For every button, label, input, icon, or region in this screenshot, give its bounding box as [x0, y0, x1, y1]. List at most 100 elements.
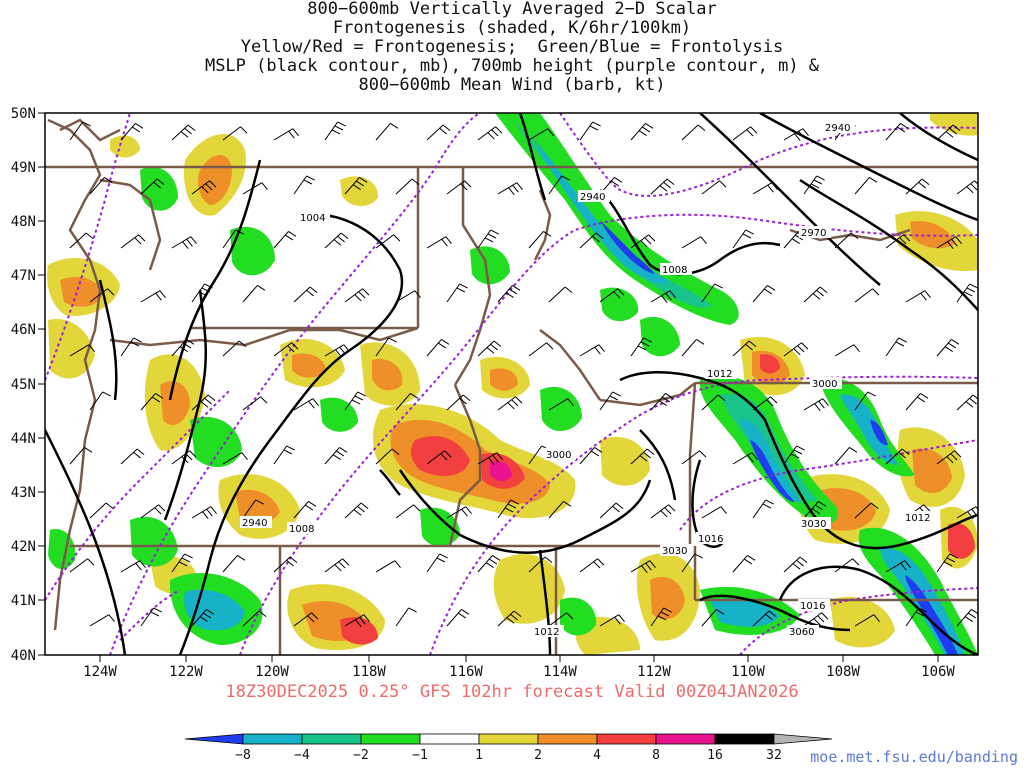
title-line-2: Frontogenesis (shaded, K/6hr/100km) — [332, 18, 692, 38]
lat-label: 41N — [11, 593, 36, 609]
wind-barb — [548, 175, 570, 195]
wind-barb — [293, 286, 318, 303]
wind-barb — [956, 608, 978, 627]
wind-barb — [783, 556, 808, 573]
height-label: 2970 — [799, 226, 831, 239]
lat-label: 48N — [11, 214, 36, 230]
wind-barb — [834, 446, 858, 465]
svg-text:1016: 1016 — [800, 601, 825, 612]
svg-text:3060: 3060 — [789, 627, 814, 638]
forecast-caption: 18Z30DEC2025 0.25° GFS 102hr forecast Va… — [225, 682, 799, 702]
wind-barb — [69, 232, 94, 249]
colorbar-cells — [184, 733, 833, 745]
wind-barb — [956, 180, 978, 195]
wind-barb — [69, 446, 93, 465]
wind-barb — [650, 504, 676, 519]
wind-barb — [171, 553, 193, 573]
svg-text:3030: 3030 — [662, 546, 687, 557]
colorbar-cell — [478, 733, 539, 745]
wind-barb — [752, 499, 774, 519]
wind-barb — [324, 558, 350, 573]
wind-barb — [956, 283, 978, 303]
mslp-label: 1012 — [903, 511, 935, 524]
height-label: 2940 — [823, 121, 855, 134]
longitude-axis: 124W 122W 120W 118W 116W 114W 112W 110W … — [83, 655, 955, 680]
wind-barb — [89, 391, 111, 411]
wind-barb — [273, 556, 298, 573]
wind-barb — [344, 288, 370, 303]
wind-barb — [344, 502, 369, 519]
wind-barb — [803, 175, 825, 195]
wind-barb — [497, 182, 523, 195]
wind-barb — [426, 553, 448, 573]
lon-label: 122W — [169, 664, 203, 680]
wind-barb — [783, 342, 809, 357]
svg-text:3000: 3000 — [812, 379, 837, 390]
wind-barb — [222, 554, 246, 573]
wind-barb — [497, 610, 522, 627]
wind-barb — [599, 502, 624, 519]
wind-barb — [885, 560, 911, 573]
wind-barb — [905, 178, 930, 195]
wind-barb — [701, 608, 725, 627]
wind-barb — [630, 448, 655, 465]
lon-label: 114W — [543, 664, 577, 680]
wind-barb — [426, 236, 452, 249]
wind-barb — [783, 445, 805, 465]
mslp-label: 1012 — [705, 367, 737, 380]
colorbar-tick-label: 2 — [534, 748, 542, 763]
lon-label: 116W — [449, 664, 483, 680]
svg-text:3030: 3030 — [801, 519, 826, 530]
wind-barb — [681, 338, 705, 357]
lon-label: 120W — [255, 664, 289, 680]
lat-label: 46N — [11, 322, 36, 338]
svg-text:1004: 1004 — [300, 213, 325, 224]
wind-barb — [579, 344, 605, 357]
wind-barb — [395, 607, 417, 627]
wind-barb — [89, 614, 115, 627]
wind-barb — [293, 398, 319, 411]
lat-label: 40N — [11, 648, 36, 664]
wind-barb — [446, 394, 471, 411]
wind-barb — [701, 180, 727, 195]
wind-barb — [395, 178, 420, 195]
wind-barb — [344, 614, 370, 627]
wind-barb — [273, 445, 295, 465]
wind-barb — [477, 452, 503, 465]
wind-barb — [222, 340, 247, 357]
lat-label: 49N — [11, 160, 36, 176]
wind-barb — [956, 394, 978, 411]
title-line-5: 800−600mb Mean Wind (barb, kt) — [358, 75, 666, 95]
wind-barb — [528, 556, 553, 573]
height-label: 3000 — [810, 377, 842, 390]
wind-barb — [120, 337, 142, 357]
wind-barb — [752, 182, 778, 195]
svg-text:2940: 2940 — [580, 192, 605, 203]
wind-barb — [293, 175, 315, 195]
wind-barb — [477, 229, 499, 249]
wind-barb — [426, 338, 450, 357]
colorbar-cell — [596, 733, 657, 745]
wind-barb — [375, 122, 399, 141]
colorbar-cell — [773, 733, 833, 745]
wind-barb — [140, 178, 165, 195]
wind-barb — [834, 558, 860, 573]
wind-barb — [395, 290, 421, 303]
wind-barb — [395, 504, 421, 519]
svg-text:2970: 2970 — [801, 228, 826, 239]
colorbar-tick-label: 8 — [652, 748, 660, 763]
wind-barb — [936, 338, 960, 357]
colorbar-cell — [360, 733, 421, 745]
colorbar-cell — [655, 733, 716, 745]
credit-link[interactable]: moe.met.fsu.edu/banding — [810, 748, 1018, 766]
wind-barb — [681, 236, 707, 249]
wind-barb — [477, 126, 503, 141]
wind-barb — [242, 396, 268, 411]
wind-barb — [171, 124, 196, 141]
wind-barb — [69, 558, 95, 573]
map-plot-area: 1004 1008 1012 1008 1016 1012 1012 1016 … — [45, 113, 978, 655]
height-label: 3060 — [787, 625, 819, 638]
lon-label: 106W — [921, 664, 955, 680]
wind-barb — [650, 607, 672, 627]
wind-barb — [344, 176, 368, 195]
